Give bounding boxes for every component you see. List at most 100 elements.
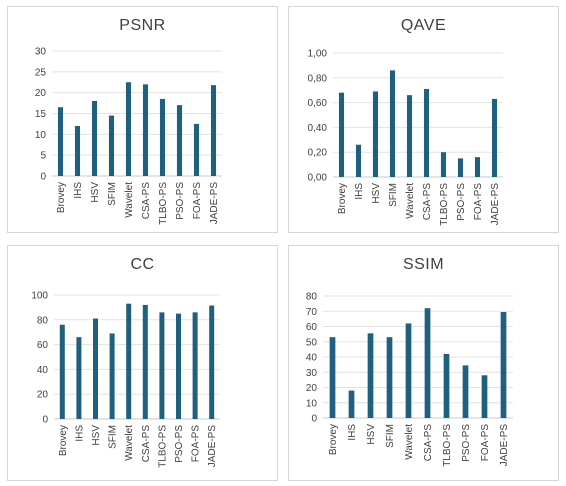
bar-brovey [329, 337, 336, 418]
x-tick-label: Brovey [56, 182, 67, 213]
x-tick-label: PSO-PS [461, 424, 472, 462]
y-tick-label: 5 [40, 151, 46, 162]
y-tick-label: 80 [306, 292, 318, 303]
x-tick-label: FOA-PS [191, 425, 202, 463]
x-tick-label: Wavelet [404, 424, 415, 460]
y-tick-label: 10 [35, 130, 47, 141]
y-tick-label: 0,40 [308, 123, 328, 134]
bar-wavelet [405, 323, 412, 418]
bar-jade-ps [491, 98, 498, 177]
x-tick-label: IHS [347, 424, 358, 441]
bar-csa-ps [142, 304, 148, 419]
y-tick-label: 80 [37, 315, 49, 326]
bar-brovey [338, 92, 345, 177]
x-tick-label: SFIM [108, 425, 119, 449]
x-tick-label: IHS [74, 425, 85, 442]
bar-sfim [386, 337, 393, 418]
x-tick-label: CSA-PS [423, 424, 434, 462]
x-tick-label: PSO-PS [456, 183, 467, 221]
chart-title: SSIM [402, 256, 445, 273]
qave-plot: 0,00 0,20 0,40 0,60 0,80 1,00 Brovey IHS HSV SFIM… [308, 49, 503, 226]
bar-ihs [348, 390, 355, 418]
x-tick-label: JADE-PS [209, 182, 220, 225]
x-tick-label: TLBO-PS [442, 424, 453, 467]
x-tick-label: HSV [91, 425, 102, 446]
bar-jade-ps [500, 312, 507, 418]
bar-brovey [59, 324, 65, 419]
x-tick-label: IHS [73, 182, 84, 199]
y-tick-label: 0 [42, 415, 48, 426]
bar-hsv [91, 101, 98, 176]
bar-csa-ps [423, 88, 430, 177]
y-tick-label: 1,00 [308, 49, 328, 60]
bar-foa-ps [474, 157, 481, 177]
y-tick-label: 50 [306, 337, 318, 348]
x-tick-label: PSO-PS [174, 425, 185, 463]
bar-sfim [109, 333, 115, 419]
bar-wavelet [406, 95, 413, 177]
bar-foa-ps [481, 375, 488, 418]
x-tick-label: HSV [366, 424, 377, 445]
bar-ihs [76, 337, 82, 419]
y-tick-label: 60 [306, 322, 318, 333]
y-tick-label: 0,00 [308, 173, 328, 184]
bar-sfim [389, 70, 396, 177]
bar-brovey [57, 107, 64, 176]
y-tick-label: 0 [311, 414, 317, 425]
bar-foa-ps [193, 123, 200, 176]
bar-jade-ps [210, 85, 217, 176]
y-tick-label: 10 [306, 398, 318, 409]
x-tick-label: Brovey [328, 424, 339, 455]
y-tick-label: 60 [37, 340, 49, 351]
x-tick-label: CSA-PS [422, 183, 433, 221]
x-tick-label: Brovey [337, 183, 348, 214]
x-tick-label: HSV [371, 183, 382, 204]
bar-foa-ps [192, 312, 198, 419]
bar-hsv [372, 91, 379, 177]
bar-hsv [367, 333, 374, 418]
y-tick-label: 20 [306, 383, 318, 394]
bar-sfim [108, 115, 115, 176]
x-tick-label: CSA-PS [141, 182, 152, 220]
chart-title: CC [130, 256, 155, 273]
x-tick-label: TLBO-PS [439, 183, 450, 226]
chart-title: PSNR [119, 17, 166, 34]
bar-tlbo-ps [440, 152, 447, 177]
x-tick-label: TLBO-PS [158, 182, 169, 225]
qave-chart-panel: QAVE 0,00 0,20 0,40 0,60 0,80 1,00 Brovey IHS HS… [288, 6, 559, 233]
bar-hsv [93, 318, 98, 419]
y-tick-label: 0 [40, 172, 46, 183]
ssim-plot: 0 10 20 30 40 50 60 70 80 Brovey IHS HSV SFIM Wavelet… [306, 292, 513, 467]
psnr-chart-panel: PSNR 0 5 10 15 20 25 30 Brovey IHS HSV SFIM Wavelet… [7, 6, 278, 233]
ssim-chart-panel: SSIM 0 10 20 30 40 50 60 70 80 Brovey IHS HSV SFIM Wa… [288, 245, 559, 481]
bar-wavelet [125, 82, 132, 176]
y-tick-label: 25 [35, 67, 47, 78]
y-tick-label: 20 [37, 390, 49, 401]
y-tick-label: 0,20 [308, 148, 328, 159]
y-tick-label: 40 [37, 365, 49, 376]
x-tick-label: JADE-PS [207, 425, 218, 468]
x-tick-label: CSA-PS [141, 425, 152, 463]
bar-tlbo-ps [159, 312, 165, 419]
y-tick-label: 70 [306, 307, 318, 318]
bar-csa-ps [424, 308, 431, 418]
x-tick-label: Wavelet [405, 183, 416, 219]
bar-jade-ps [209, 305, 215, 419]
bar-pso-ps [176, 105, 183, 176]
y-tick-label: 0,80 [308, 73, 328, 84]
bar-ihs [355, 144, 362, 177]
x-tick-label: JADE-PS [499, 424, 510, 467]
psnr-plot: 0 5 10 15 20 25 30 Brovey IHS HSV SFIM Wavelet CSA-P… [35, 47, 222, 225]
x-tick-label: IHS [354, 183, 365, 200]
bar-pso-ps [462, 365, 469, 418]
cc-chart-panel: CC 0 20 40 60 80 100 Brovey IHS HSV SFIM Wavelet CS… [7, 245, 278, 481]
x-tick-label: Wavelet [124, 182, 135, 218]
bar-pso-ps [457, 158, 464, 177]
x-tick-label: Brovey [58, 425, 69, 456]
y-tick-label: 0,60 [308, 98, 328, 109]
x-tick-label: SFIM [388, 183, 399, 207]
x-tick-label: SFIM [107, 182, 118, 206]
y-tick-label: 30 [306, 368, 318, 379]
bar-pso-ps [176, 313, 181, 419]
x-tick-label: FOA-PS [480, 424, 491, 462]
